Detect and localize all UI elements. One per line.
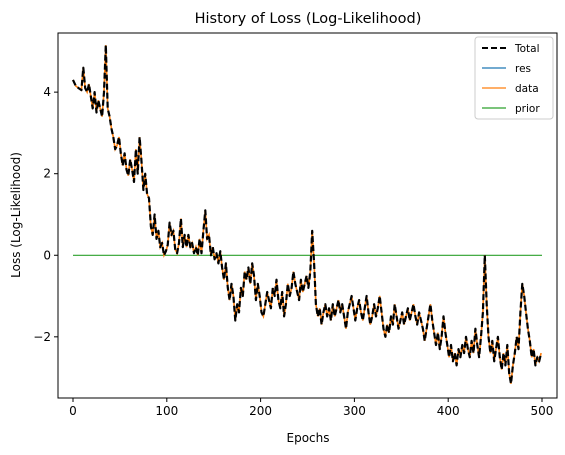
legend-label-res: res [515, 63, 531, 75]
legend-label-total: Total [514, 43, 540, 55]
legend-label-data: data [515, 83, 539, 95]
y-tick-label: −2 [33, 330, 51, 344]
x-tick-label: 100 [155, 404, 178, 418]
legend: Total res data prior [474, 36, 554, 120]
x-tick-label: 300 [343, 404, 366, 418]
y-tick-label: 2 [43, 167, 51, 181]
x-tick-label: 400 [437, 404, 460, 418]
y-axis-label: Loss (Log-Likelihood) [9, 152, 23, 278]
y-tick-label: 4 [43, 85, 51, 99]
legend-label-prior: prior [515, 103, 540, 115]
x-axis-label: Epochs [287, 431, 330, 445]
series-total-line [72, 44, 543, 385]
x-tick-label: 0 [69, 404, 77, 418]
y-tick-label: 0 [43, 248, 51, 262]
legend-box [474, 36, 554, 120]
x-tick-label: 500 [531, 404, 554, 418]
plot-frame [57, 32, 558, 399]
x-tick-label: 200 [249, 404, 272, 418]
chart-title: History of Loss (Log-Likelihood) [195, 11, 422, 27]
